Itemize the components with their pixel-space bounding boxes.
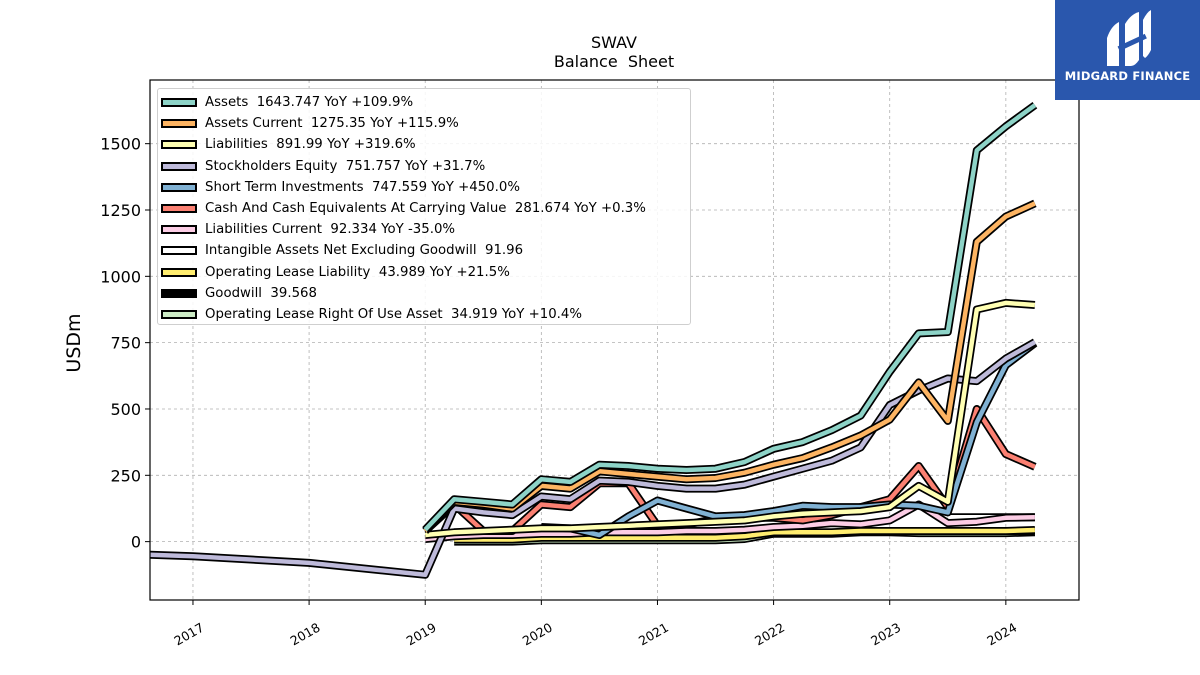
legend-item-intangible-assets-net-excluding-goodwill: Intangible Assets Net Excluding Goodwill…	[158, 240, 690, 261]
legend-swatch	[161, 182, 197, 192]
legend-label: Goodwill 39.568	[205, 285, 317, 301]
legend-item-operating-lease-right-of-use-asset: Operating Lease Right Of Use Asset 34.91…	[158, 304, 690, 325]
x-tick-label: 2018	[288, 620, 323, 649]
legend-item-liabilities: Liabilities 891.99 YoY +319.6%	[158, 134, 690, 155]
brand-logo: MIDGARD FINANCE	[1055, 0, 1200, 100]
legend-item-liabilities-current: Liabilities Current 92.334 YoY -35.0%	[158, 219, 690, 240]
legend-swatch	[161, 309, 197, 319]
x-tick-label: 2019	[404, 620, 439, 649]
legend-label: Assets 1643.747 YoY +109.9%	[205, 95, 414, 111]
y-axis-ticks: 0 250 500 750 1000 1250 1500	[100, 135, 150, 552]
legend-swatch	[161, 119, 197, 129]
y-tick-label: 1250	[100, 201, 141, 220]
legend-item-goodwill: Goodwill 39.568	[158, 283, 690, 304]
series-line-stockholders-equity	[150, 340, 1037, 578]
legend-item-operating-lease-liability: Operating Lease Liability 43.989 YoY +21…	[158, 262, 690, 283]
y-axis-label: USDm	[63, 313, 85, 372]
legend-swatch	[161, 246, 197, 256]
series-line-short-term-investments	[541, 341, 1037, 538]
legend-item-short-term-investments: Short Term Investments 747.559 YoY +450.…	[158, 177, 690, 198]
legend-label: Cash And Cash Equivalents At Carrying Va…	[205, 201, 646, 217]
x-tick-label: 2022	[752, 620, 787, 649]
legend-swatch	[161, 140, 197, 150]
x-tick-label: 2024	[984, 620, 1019, 649]
legend-swatch	[161, 161, 197, 171]
legend-label: Operating Lease Right Of Use Asset 34.91…	[205, 306, 582, 322]
series-line-liabilities-current	[424, 502, 1035, 542]
legend-label: Intangible Assets Net Excluding Goodwill…	[205, 243, 524, 259]
legend-swatch	[161, 204, 197, 214]
legend-label: Liabilities Current 92.334 YoY -35.0%	[205, 222, 456, 238]
x-tick-label: 2020	[520, 620, 555, 649]
y-tick-label: 750	[110, 334, 141, 353]
legend-item-assets-current: Assets Current 1275.35 YoY +115.9%	[158, 113, 690, 134]
series-line-liabilities	[424, 300, 1036, 538]
legend-item-cash-and-cash-equivalents-at-carrying-value: Cash And Cash Equivalents At Carrying Va…	[158, 198, 690, 219]
x-tick-label: 2017	[171, 620, 206, 649]
midgard-logo-icon	[1107, 10, 1151, 66]
series-line-assets	[423, 103, 1037, 532]
x-axis-ticks: 2017 2018 2019 2020 2021 2022 2023 2024	[171, 600, 1019, 649]
y-tick-label: 1000	[100, 267, 141, 286]
chart-title: SWAV	[591, 33, 637, 52]
y-tick-label: 0	[131, 533, 141, 552]
legend-label: Liabilities 891.99 YoY +319.6%	[205, 137, 416, 153]
legend-swatch	[161, 225, 197, 235]
brand-name: MIDGARD FINANCE	[1064, 69, 1191, 83]
legend-swatch	[161, 98, 197, 108]
legend-swatch	[161, 267, 197, 277]
series-line-assets-current	[423, 201, 1036, 533]
chart-legend: Assets 1643.747 YoY +109.9% Assets Curren…	[157, 88, 691, 325]
legend-swatch	[161, 288, 197, 298]
legend-item-assets: Assets 1643.747 YoY +109.9%	[158, 92, 690, 113]
y-tick-label: 500	[110, 400, 141, 419]
plot-frame	[149, 79, 1080, 601]
x-tick-label: 2021	[636, 620, 671, 649]
y-tick-label: 250	[110, 466, 141, 485]
legend-label: Operating Lease Liability 43.989 YoY +21…	[205, 264, 510, 280]
series-layer	[150, 101, 1038, 579]
legend-label: Assets Current 1275.35 YoY +115.9%	[205, 116, 459, 132]
y-tick-label: 1500	[100, 135, 141, 154]
legend-label: Short Term Investments 747.559 YoY +450.…	[205, 179, 520, 195]
x-tick-label: 2023	[868, 620, 903, 649]
legend-item-stockholders-equity: Stockholders Equity 751.757 YoY +31.7%	[158, 156, 690, 177]
chart-subtitle: Balance Sheet	[554, 52, 674, 71]
legend-label: Stockholders Equity 751.757 YoY +31.7%	[205, 158, 486, 174]
